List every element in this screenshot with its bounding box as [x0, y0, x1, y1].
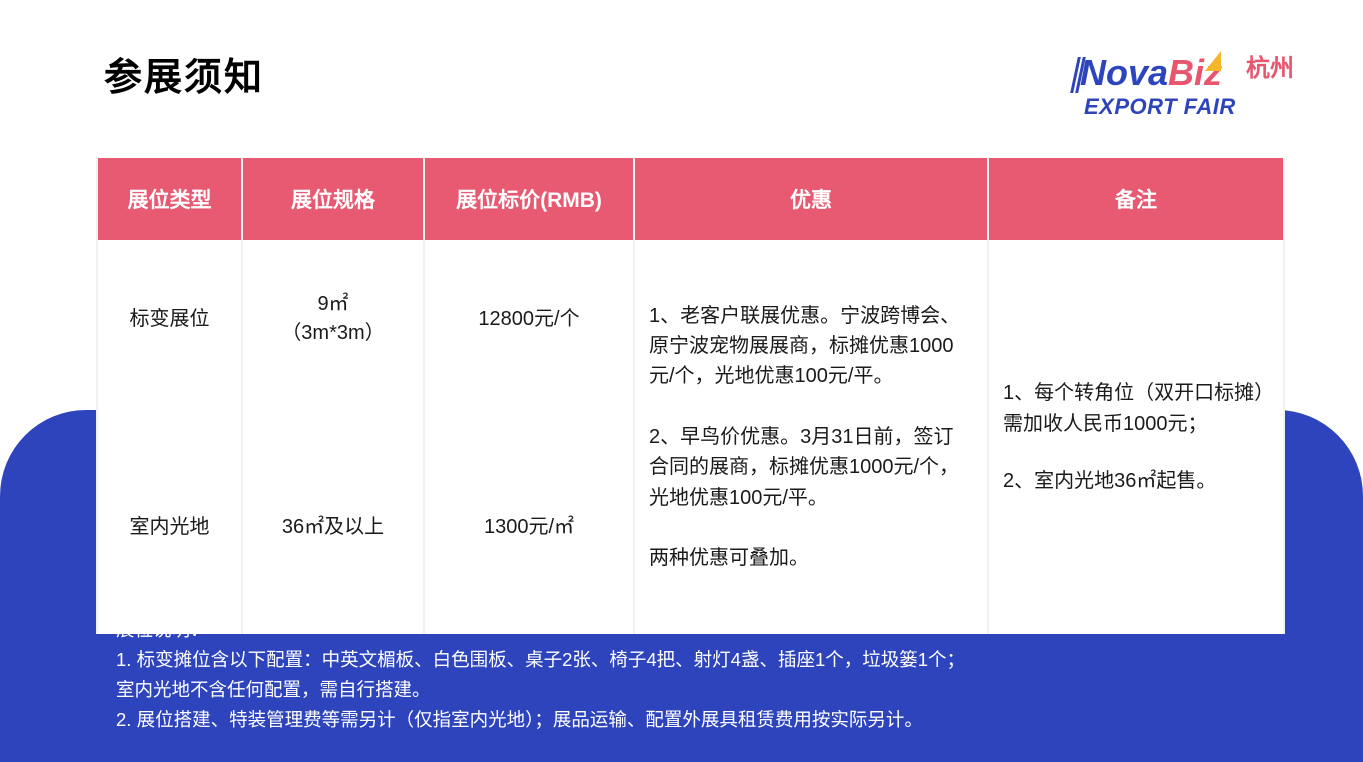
cell-booth-spec-1-line1: 9㎡	[317, 293, 349, 315]
discount-item-1: 1、老客户联展优惠。宁波跨博会、原宁波宠物展展商，标摊优惠1000元/个，光地优…	[649, 304, 961, 388]
footnotes-line-2: 室内光地不含任何配置，需自行搭建。	[116, 678, 431, 700]
column-header-discount: 优惠	[635, 158, 987, 240]
cell-booth-type-1: 标变展位	[98, 240, 241, 392]
column-header-remarks: 备注	[989, 158, 1283, 240]
logo-stripes-icon	[1070, 57, 1086, 93]
discount-item-3: 两种优惠可叠加。	[649, 546, 809, 569]
remarks-item-2: 2、室内光地36㎡起售。	[1003, 469, 1217, 492]
logo-accent-triangle-icon	[1205, 51, 1221, 71]
cell-booth-type-2: 室内光地	[98, 414, 241, 634]
page-title: 参展须知	[104, 57, 265, 99]
table-row: 标变展位 9㎡ （3m*3m） 12800元/个 1、老客户联展优惠。宁波跨博会…	[98, 240, 1283, 634]
footnotes-heading: 展位说明：	[116, 619, 209, 640]
cell-booth-price-2: 1300元/㎡	[425, 414, 633, 634]
cell-discount: 1、老客户联展优惠。宁波跨博会、原宁波宠物展展商，标摊优惠1000元/个，光地优…	[635, 240, 987, 634]
table-row: 室内光地 36㎡及以上 1300元/㎡	[98, 414, 1283, 634]
brand-logo: NovaBiz EXPORT FAIR 杭州	[1070, 51, 1294, 133]
column-header-booth-price: 展位标价(RMB)	[425, 158, 633, 240]
column-header-booth-type: 展位类型	[98, 158, 241, 240]
footnotes: 展位说明： 1. 标变摊位含以下配置：中英文楣板、白色围板、桌子2张、椅子4把、…	[116, 615, 1296, 735]
cell-booth-spec-2: 36㎡及以上	[243, 414, 423, 634]
pricing-table: 展位类型 展位规格 展位标价(RMB) 优惠 备注 标变展位 9㎡ （3m*3m…	[96, 158, 1285, 634]
remarks-item-1: 1、每个转角位（双开口标摊）需加收人民币1000元；	[1003, 381, 1265, 435]
logo-nova-text: Nova	[1080, 52, 1169, 93]
logo-wordmark: NovaBiz	[1070, 51, 1231, 126]
pricing-table-container: 展位类型 展位规格 展位标价(RMB) 优惠 备注 标变展位 9㎡ （3m*3m…	[96, 158, 1285, 634]
column-header-booth-spec: 展位规格	[243, 158, 423, 240]
cell-remarks: 1、每个转角位（双开口标摊）需加收人民币1000元； 2、室内光地36㎡起售。	[989, 240, 1283, 634]
discount-item-2: 2、早鸟价优惠。3月31日前，签订合同的展商，标摊优惠1000元/个，光地优惠1…	[649, 425, 960, 509]
logo-city-text: 杭州	[1246, 55, 1294, 82]
footnotes-line-1: 1. 标变摊位含以下配置：中英文楣板、白色围板、桌子2张、椅子4把、射灯4盏、插…	[116, 648, 966, 670]
cell-booth-spec-1: 9㎡ （3m*3m）	[243, 240, 423, 392]
table-header-row: 展位类型 展位规格 展位标价(RMB) 优惠 备注	[98, 158, 1283, 240]
logo-subtitle: EXPORT FAIR	[1084, 94, 1236, 119]
slide-header: 参展须知 NovaBiz EXPORT FAIR 杭州	[0, 0, 1363, 150]
cell-booth-price-1: 12800元/个	[425, 240, 633, 392]
cell-booth-spec-1-line2: （3m*3m）	[281, 322, 385, 344]
table-row-separator	[98, 392, 1283, 414]
footnotes-line-3: 2. 展位搭建、特装管理费等需另计（仅指室内光地）；展品运输、配置外展具租赁费用…	[116, 708, 923, 730]
